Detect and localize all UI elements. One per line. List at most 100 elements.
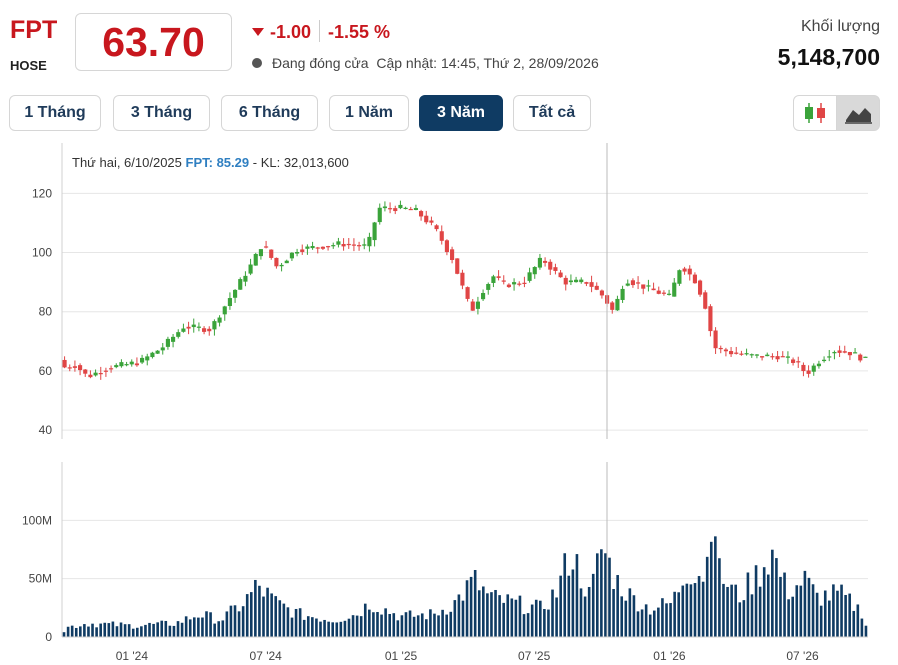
range-3-month-button[interactable]: 3 Tháng <box>113 95 210 131</box>
volume-bar <box>632 595 636 637</box>
candle-body <box>274 257 279 267</box>
volume-bar <box>591 573 595 637</box>
volume-bar <box>482 586 485 637</box>
candle-body <box>98 373 103 375</box>
volume-bar <box>559 575 562 637</box>
volume-bar <box>823 590 827 637</box>
candle-body <box>543 260 548 263</box>
candle-body <box>393 208 398 212</box>
volume-bar <box>380 614 383 637</box>
volume-bar <box>514 599 518 637</box>
candle-body <box>419 211 424 217</box>
candle-body <box>780 356 785 358</box>
candle-body <box>517 283 522 285</box>
volume-bar <box>803 570 807 637</box>
volume-bar <box>844 594 847 637</box>
volume-bar <box>192 617 196 637</box>
candle-body <box>770 356 775 358</box>
candle-body <box>863 356 868 358</box>
price-volume-chart[interactable]: 40 60 80 100 120 0 50M 100M 01 '24 07 '24 01 '25 07… <box>0 140 898 665</box>
candle-body <box>284 260 289 264</box>
volume-bar <box>201 617 204 637</box>
candle-body <box>548 261 553 270</box>
candle-body <box>424 215 429 223</box>
candle-body <box>677 270 682 284</box>
volume-bar <box>669 603 672 637</box>
volume-bar <box>392 613 396 637</box>
volume-bar <box>461 600 465 637</box>
volume-bar <box>294 608 298 637</box>
volume-bar <box>278 600 282 637</box>
volume-bar <box>819 605 823 637</box>
status-dot-icon <box>252 58 262 68</box>
ticker-symbol: FPT <box>10 16 58 44</box>
range-3-year-button[interactable]: 3 Năm <box>419 95 503 131</box>
volume-bar <box>579 588 583 637</box>
candle-body <box>682 268 687 272</box>
volume-bar <box>852 610 856 637</box>
volume-bar <box>807 577 811 637</box>
candle-body <box>382 206 387 209</box>
candle-body <box>196 326 201 328</box>
candle-body <box>594 285 599 290</box>
volume-bar <box>787 599 790 637</box>
candle-body <box>842 351 847 353</box>
candle-body <box>760 356 765 358</box>
volume-bar <box>498 595 501 637</box>
range-all-button[interactable]: Tất cả <box>513 95 591 131</box>
volume-tick-label: 100M <box>22 513 52 527</box>
candle-body <box>362 244 367 246</box>
divider <box>319 20 321 42</box>
volume-bar <box>624 600 628 637</box>
volume-bar <box>205 611 208 637</box>
range-1-year-button[interactable]: 1 Năm <box>329 95 409 131</box>
candle-body <box>145 356 150 361</box>
volume-bar <box>510 598 514 637</box>
candle-body <box>403 207 408 210</box>
candle-body <box>527 272 532 281</box>
area-chart-toggle-button[interactable] <box>836 95 880 131</box>
candle-body <box>558 272 563 278</box>
price-change: -1.00 <box>270 22 312 42</box>
volume-bar <box>258 585 261 637</box>
volume-bar <box>384 608 387 637</box>
candle-body <box>124 364 129 366</box>
candle-body <box>315 247 320 249</box>
volume-bar <box>396 620 400 637</box>
candle-body <box>207 328 212 332</box>
volume-label: Khối lượng <box>800 18 880 35</box>
volume-bar <box>249 592 253 637</box>
candle-body <box>155 350 160 354</box>
candlestick-toggle-button[interactable] <box>793 95 837 131</box>
candle-body <box>439 231 444 241</box>
volume-bar <box>742 600 746 637</box>
volume-bar <box>665 603 668 637</box>
volume-bar <box>547 609 550 637</box>
candle-body <box>501 280 506 282</box>
volume-bar <box>148 622 151 637</box>
volume-bar <box>604 553 607 637</box>
volume-bar <box>70 625 74 637</box>
volume-bar <box>534 599 538 637</box>
candle-body <box>574 279 579 283</box>
candle-body <box>119 362 124 367</box>
volume-bar <box>677 592 681 637</box>
volume-bar <box>323 619 326 637</box>
candle-body <box>532 267 537 275</box>
volume-bar <box>595 553 599 637</box>
candle-body <box>413 208 418 211</box>
candle-body <box>243 275 248 282</box>
candle-body <box>202 328 207 332</box>
range-1-month-button[interactable]: 1 Tháng <box>9 95 101 131</box>
range-6-month-button[interactable]: 6 Tháng <box>221 95 318 131</box>
volume-bar <box>571 569 575 637</box>
volume-bar <box>848 593 851 637</box>
volume-bar <box>506 594 510 637</box>
volume-bar <box>490 592 493 637</box>
axes: 40 60 80 100 120 0 50M 100M 01 '24 07 '24 01 '25 07… <box>22 143 868 663</box>
candle-body <box>222 306 227 315</box>
candle-body <box>481 292 486 300</box>
candle-body <box>470 301 475 311</box>
candle-body <box>103 370 108 372</box>
candle-body <box>67 367 72 369</box>
